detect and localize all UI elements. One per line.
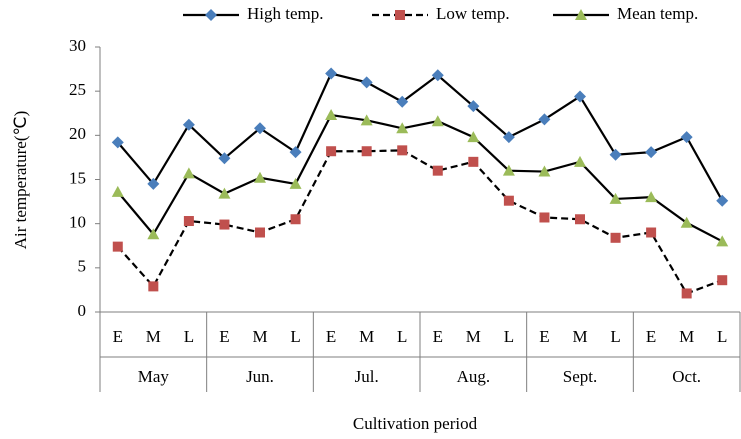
y-tick-label: 5 [78,257,87,276]
x-tick-label: E [326,327,336,346]
y-tick-label: 10 [69,213,86,232]
data-point [467,131,480,143]
series-line [116,149,723,295]
data-point [397,145,408,156]
data-point [361,146,372,157]
x-tick-label: M [252,327,267,346]
data-point [182,167,195,179]
x-tick-label: L [290,327,300,346]
x-tick-label: L [397,327,407,346]
group-label: Jul. [355,367,379,386]
data-point [326,146,337,157]
legend-marker [575,9,587,20]
legend-marker [395,10,405,20]
x-tick-label: M [146,327,161,346]
legend-label: Mean temp. [617,4,698,23]
data-point [147,228,160,240]
data-point [502,131,515,144]
data-point [609,192,622,204]
data-point [610,232,621,243]
data-point [468,156,479,167]
x-tick-label: L [717,327,727,346]
y-tick-label: 0 [78,301,87,320]
data-point [502,164,515,176]
data-point [255,227,265,238]
data-point [716,235,729,247]
y-tick-label: 25 [69,80,86,99]
group-label: May [138,367,170,386]
x-tick-label: M [466,327,481,346]
data-point [111,185,124,197]
data-point [467,100,480,113]
x-tick-label: M [359,327,374,346]
data-point [219,219,230,230]
legend-label: Low temp. [436,4,510,23]
data-point [538,113,551,126]
x-tick-label: L [610,327,620,346]
series-line [116,113,723,243]
data-point [290,214,301,225]
y-axis-title: Air temperature(℃) [11,111,30,250]
x-tick-label: L [184,327,194,346]
data-point [360,76,373,89]
data-point [539,212,550,223]
data-point [680,131,693,144]
data-point [431,115,444,127]
x-tick-label: L [504,327,514,346]
data-point [717,275,728,286]
data-point [289,146,302,159]
data-point [254,171,266,183]
data-point [431,69,444,82]
data-point [716,194,729,207]
x-tick-label: E [113,327,123,346]
data-point [645,191,658,203]
data-point [254,122,266,135]
data-point [503,195,514,206]
data-point [575,214,585,225]
data-point [218,187,231,199]
x-tick-label: M [679,327,694,346]
data-point [645,146,658,159]
data-point [218,152,231,165]
data-point [396,122,409,134]
data-point [681,288,692,299]
data-point [148,281,159,292]
series-line [116,72,724,202]
legend-marker [205,9,217,21]
data-point [609,148,622,161]
group-label: Jun. [246,367,274,386]
data-point [538,165,551,177]
data-point [112,241,123,252]
data-point [111,136,124,149]
x-tick-label: E [646,327,656,346]
group-label: Aug. [457,367,491,386]
x-tick-label: E [433,327,443,346]
data-point [325,67,338,80]
data-point [182,118,195,131]
data-point [360,114,373,126]
group-label: Sept. [563,367,597,386]
data-point [147,177,160,190]
data-point [680,216,693,228]
data-point [574,155,586,167]
group-label: Oct. [672,367,701,386]
y-tick-label: 30 [69,36,86,55]
data-point [325,109,338,121]
data-point [646,227,657,238]
y-tick-label: 20 [69,124,86,143]
data-point [289,177,302,189]
x-tick-label: E [539,327,549,346]
data-point [183,216,194,227]
x-axis-title: Cultivation period [353,414,478,433]
data-point [574,90,586,103]
y-tick-label: 15 [69,168,86,187]
x-tick-label: E [219,327,229,346]
data-point [396,95,409,108]
x-tick-label: M [572,327,587,346]
legend-label: High temp. [247,4,324,23]
data-point [432,165,443,176]
